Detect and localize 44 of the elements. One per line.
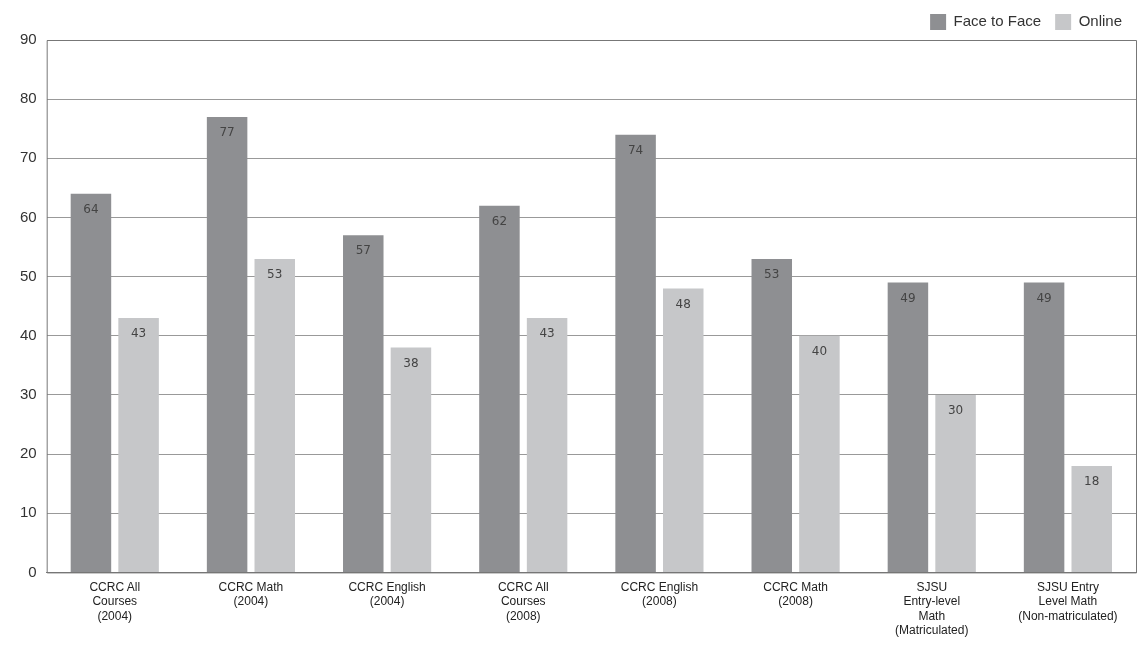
y-tick-label: 80 xyxy=(20,89,37,107)
data-label: 49 xyxy=(900,290,916,305)
x-tick-label: CCRC Math (2004) xyxy=(218,579,284,609)
legend-label: Online xyxy=(1078,12,1122,30)
data-label: 77 xyxy=(219,125,235,140)
data-label: 64 xyxy=(83,201,99,216)
x-tick-label: CCRC English (2008) xyxy=(620,579,699,609)
x-tick-label: SJSU Entry-level Math (Matriculated) xyxy=(895,579,969,638)
bar xyxy=(526,318,568,572)
y-tick-label: 90 xyxy=(20,30,37,48)
bar xyxy=(390,347,432,572)
data-label: 49 xyxy=(1036,290,1052,305)
data-label: 30 xyxy=(947,403,964,418)
x-tick-label: CCRC All Courses (2004) xyxy=(89,579,141,623)
data-label: 53 xyxy=(267,267,283,281)
bar xyxy=(118,318,159,572)
data-label: 48 xyxy=(675,296,691,311)
y-tick-label: 30 xyxy=(20,385,37,403)
data-label: 57 xyxy=(355,243,371,258)
y-tick-label: 60 xyxy=(20,207,37,225)
data-label: 38 xyxy=(403,355,419,370)
bar xyxy=(1071,465,1112,572)
y-tick-label: 70 xyxy=(20,148,37,166)
data-label: 43 xyxy=(539,326,555,341)
bar xyxy=(663,288,704,572)
bar xyxy=(254,258,296,572)
legend-label: Face to Face xyxy=(953,12,1042,30)
y-tick-label: 50 xyxy=(20,266,37,284)
bar xyxy=(935,394,976,572)
bar xyxy=(799,335,840,572)
x-tick-label: SJSU Entry Level Math (Non-matriculated) xyxy=(1018,579,1118,623)
data-label: 53 xyxy=(764,267,780,281)
y-tick-label: 10 xyxy=(20,503,37,521)
x-tick-label: CCRC Math (2008) xyxy=(763,579,828,609)
data-label: 62 xyxy=(491,213,508,228)
data-label: 43 xyxy=(130,326,147,341)
data-label: 18 xyxy=(1084,474,1100,489)
data-label: 40 xyxy=(811,343,828,358)
data-label: 74 xyxy=(627,142,644,157)
y-tick-label: 40 xyxy=(20,325,37,343)
x-tick-label: CCRC English (2004) xyxy=(348,579,426,609)
x-tick-label: CCRC All Courses (2008) xyxy=(497,579,549,623)
y-tick-label: 20 xyxy=(20,444,37,462)
y-tick-label: 0 xyxy=(28,562,37,580)
